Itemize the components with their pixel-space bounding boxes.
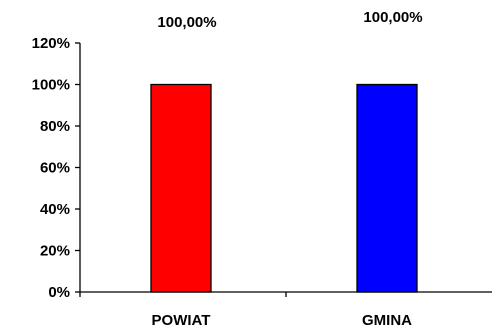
y-tick-label: 80% — [40, 118, 70, 135]
bar-gmina — [356, 83, 418, 293]
y-tick-label: 20% — [40, 243, 70, 260]
y-tick-label: 120% — [32, 35, 70, 52]
x-axis: POWIAT GMINA — [79, 291, 492, 329]
bars — [150, 83, 418, 293]
category-label: GMINA — [362, 312, 412, 329]
data-labels: 100,00% 100,00% — [157, 9, 422, 31]
bar-powiat — [150, 83, 212, 293]
y-tick-label: 100% — [32, 77, 70, 94]
data-label: 100,00% — [157, 14, 216, 31]
y-tick-label: 0% — [48, 284, 70, 301]
data-label: 100,00% — [363, 9, 422, 26]
y-tick-label: 40% — [40, 201, 70, 218]
category-label: POWIAT — [152, 312, 211, 329]
y-tick-label: 60% — [40, 160, 70, 177]
y-axis: 0% 20% 40% 60% 80% 100% 120% — [32, 35, 81, 301]
